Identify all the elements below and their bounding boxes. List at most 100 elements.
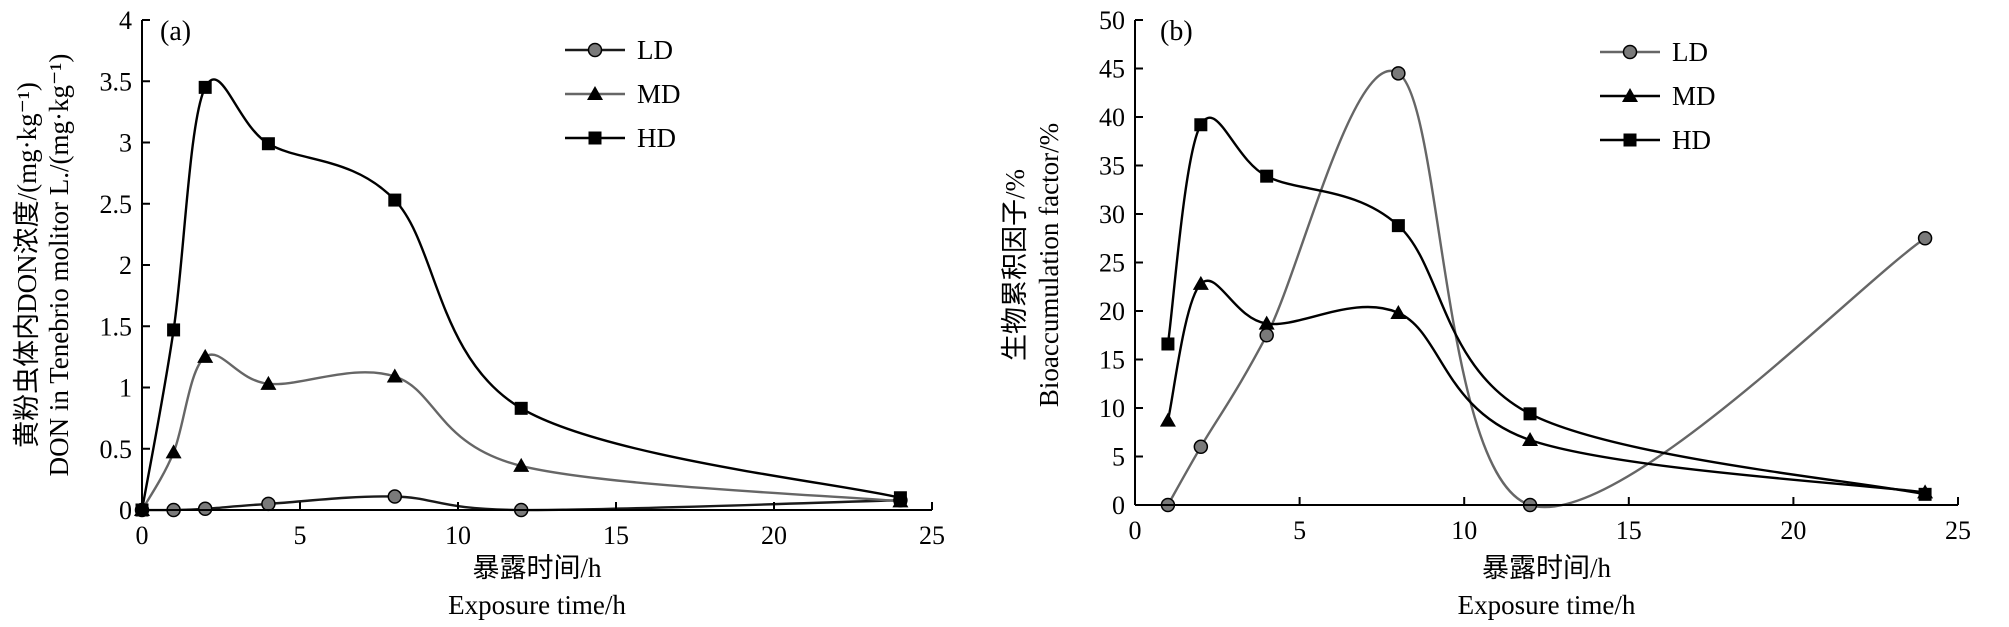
x-tick-label: 0 [1129,516,1142,545]
data-point-hd [1918,487,1932,501]
data-point-hd [167,323,181,337]
tick-labels: 0 5 10 15 20 25 0 0.5 1 1.5 2 2.5 3 3.5 4 [100,6,946,550]
legend-marker-ld [1622,44,1638,60]
data-point-ld [1193,439,1209,455]
x-axis-title-en: Exposure time/h [1458,590,1636,620]
x-tick-label: 0 [136,521,149,550]
series-markers [134,80,909,518]
data-point-md [1390,304,1407,319]
y-tick-label: 0.5 [100,435,133,464]
y-tick-label: 1.5 [100,312,133,341]
x-axis-title-en: Exposure time/h [448,590,626,620]
y-tick-label: 45 [1099,55,1125,84]
x-tick-label: 20 [761,521,787,550]
panel-label: (b) [1160,16,1193,47]
data-point-ld [1259,328,1274,343]
y-axis-title-en: Bioaccumulation factor/% [1034,123,1064,407]
series-line-hd [1166,116,1926,496]
panel-a: 0 5 10 15 20 25 0 0.5 1 1.5 2 2.5 3 3.5 4 (a) LD MD HD 暴… [12,6,945,620]
data-point-hd [261,137,275,151]
data-point-md [1522,432,1539,447]
y-tick-label: 0 [1112,491,1125,520]
series-curves [140,78,901,512]
y-tick-label: 1 [119,374,132,403]
legend-marker-hd [588,131,602,145]
x-tick-label: 15 [1616,516,1642,545]
series-line-hd [140,78,901,511]
y-tick-label: 35 [1099,152,1125,181]
x-tick-label: 5 [1293,516,1306,545]
data-point-hd [1161,337,1175,351]
x-tick-label: 15 [603,521,629,550]
y-tick-label: 4 [119,6,132,35]
legend-marker-md [587,86,603,100]
x-tick-label: 5 [294,521,307,550]
data-point-md [513,457,530,472]
data-point-ld [387,489,403,504]
data-point-hd [514,401,528,415]
x-axis-title-zh: 暴露时间/h [472,553,602,583]
y-tick-label: 15 [1099,346,1125,375]
y-tick-label: 3.5 [100,67,133,96]
data-point-ld [261,496,276,512]
data-point-ld [197,501,213,517]
x-axis-title-zh: 暴露时间/h [1482,553,1612,583]
data-point-md [165,444,182,459]
series-line-md [1166,279,1926,494]
data-point-hd [1391,219,1405,233]
legend-label-md: MD [1672,81,1716,111]
data-point-hd [1260,169,1274,183]
x-tick-label: 10 [445,521,471,550]
x-tick-label: 25 [1945,516,1971,545]
axes [141,19,933,511]
data-point-hd [1194,118,1208,132]
data-point-ld [1917,231,1933,246]
data-point-md [1159,412,1176,427]
y-tick-label: 5 [1112,443,1125,472]
data-point-hd [1523,407,1537,421]
axes [1134,19,1959,506]
data-point-md [386,368,403,383]
legend: LD MD HD [1600,37,1716,155]
data-point-md [260,375,277,390]
series-line-ld [1166,69,1926,509]
series-curves [1166,69,1926,509]
y-tick-label: 3 [119,129,132,158]
legend-label-ld: LD [1672,37,1708,67]
legend-marker-hd [1623,133,1637,147]
y-axis-title-zh: 黄粉虫体内DON浓度/(mg·kg⁻¹) [12,82,42,448]
legend-marker-md [1622,88,1638,102]
y-tick-label: 30 [1099,200,1125,229]
data-point-md [1258,315,1275,330]
data-point-hd [893,491,907,505]
data-point-hd [198,80,212,94]
y-tick-label: 40 [1099,103,1125,132]
legend-label-md: MD [637,79,681,109]
y-tick-label: 0 [119,496,132,525]
x-tick-label: 25 [919,521,945,550]
x-tick-label: 10 [1451,516,1477,545]
y-tick-label: 2 [119,251,132,280]
y-tick-label: 2.5 [100,190,133,219]
panel-label: (a) [160,16,191,47]
data-point-hd [388,193,402,207]
legend-marker-ld [587,42,603,58]
y-tick-label: 10 [1099,394,1125,423]
y-axis-title-en: DON in Tenebrio molitor L./(mg·kg⁻¹) [44,54,74,477]
data-point-ld [1391,66,1406,81]
legend-label-hd: HD [1672,125,1711,155]
x-tick-label: 20 [1780,516,1806,545]
panel-b: 0 5 10 15 20 25 0 5 10 15 20 25 30 35 40 45 50 (b) LD MD H… [1000,6,1971,620]
y-tick-label: 25 [1099,249,1125,278]
legend-label-ld: LD [637,35,673,65]
data-point-md [1192,275,1209,290]
series-markers [1159,66,1934,513]
legend-label-hd: HD [637,123,676,153]
y-axis-title-zh: 生物累积因子/% [1000,169,1030,361]
legend: LD MD HD [565,35,681,153]
tick-labels: 0 5 10 15 20 25 0 5 10 15 20 25 30 35 40 45 50 [1099,6,1971,545]
y-tick-label: 20 [1099,297,1125,326]
series-line-md [140,353,901,511]
data-point-md [197,348,214,363]
